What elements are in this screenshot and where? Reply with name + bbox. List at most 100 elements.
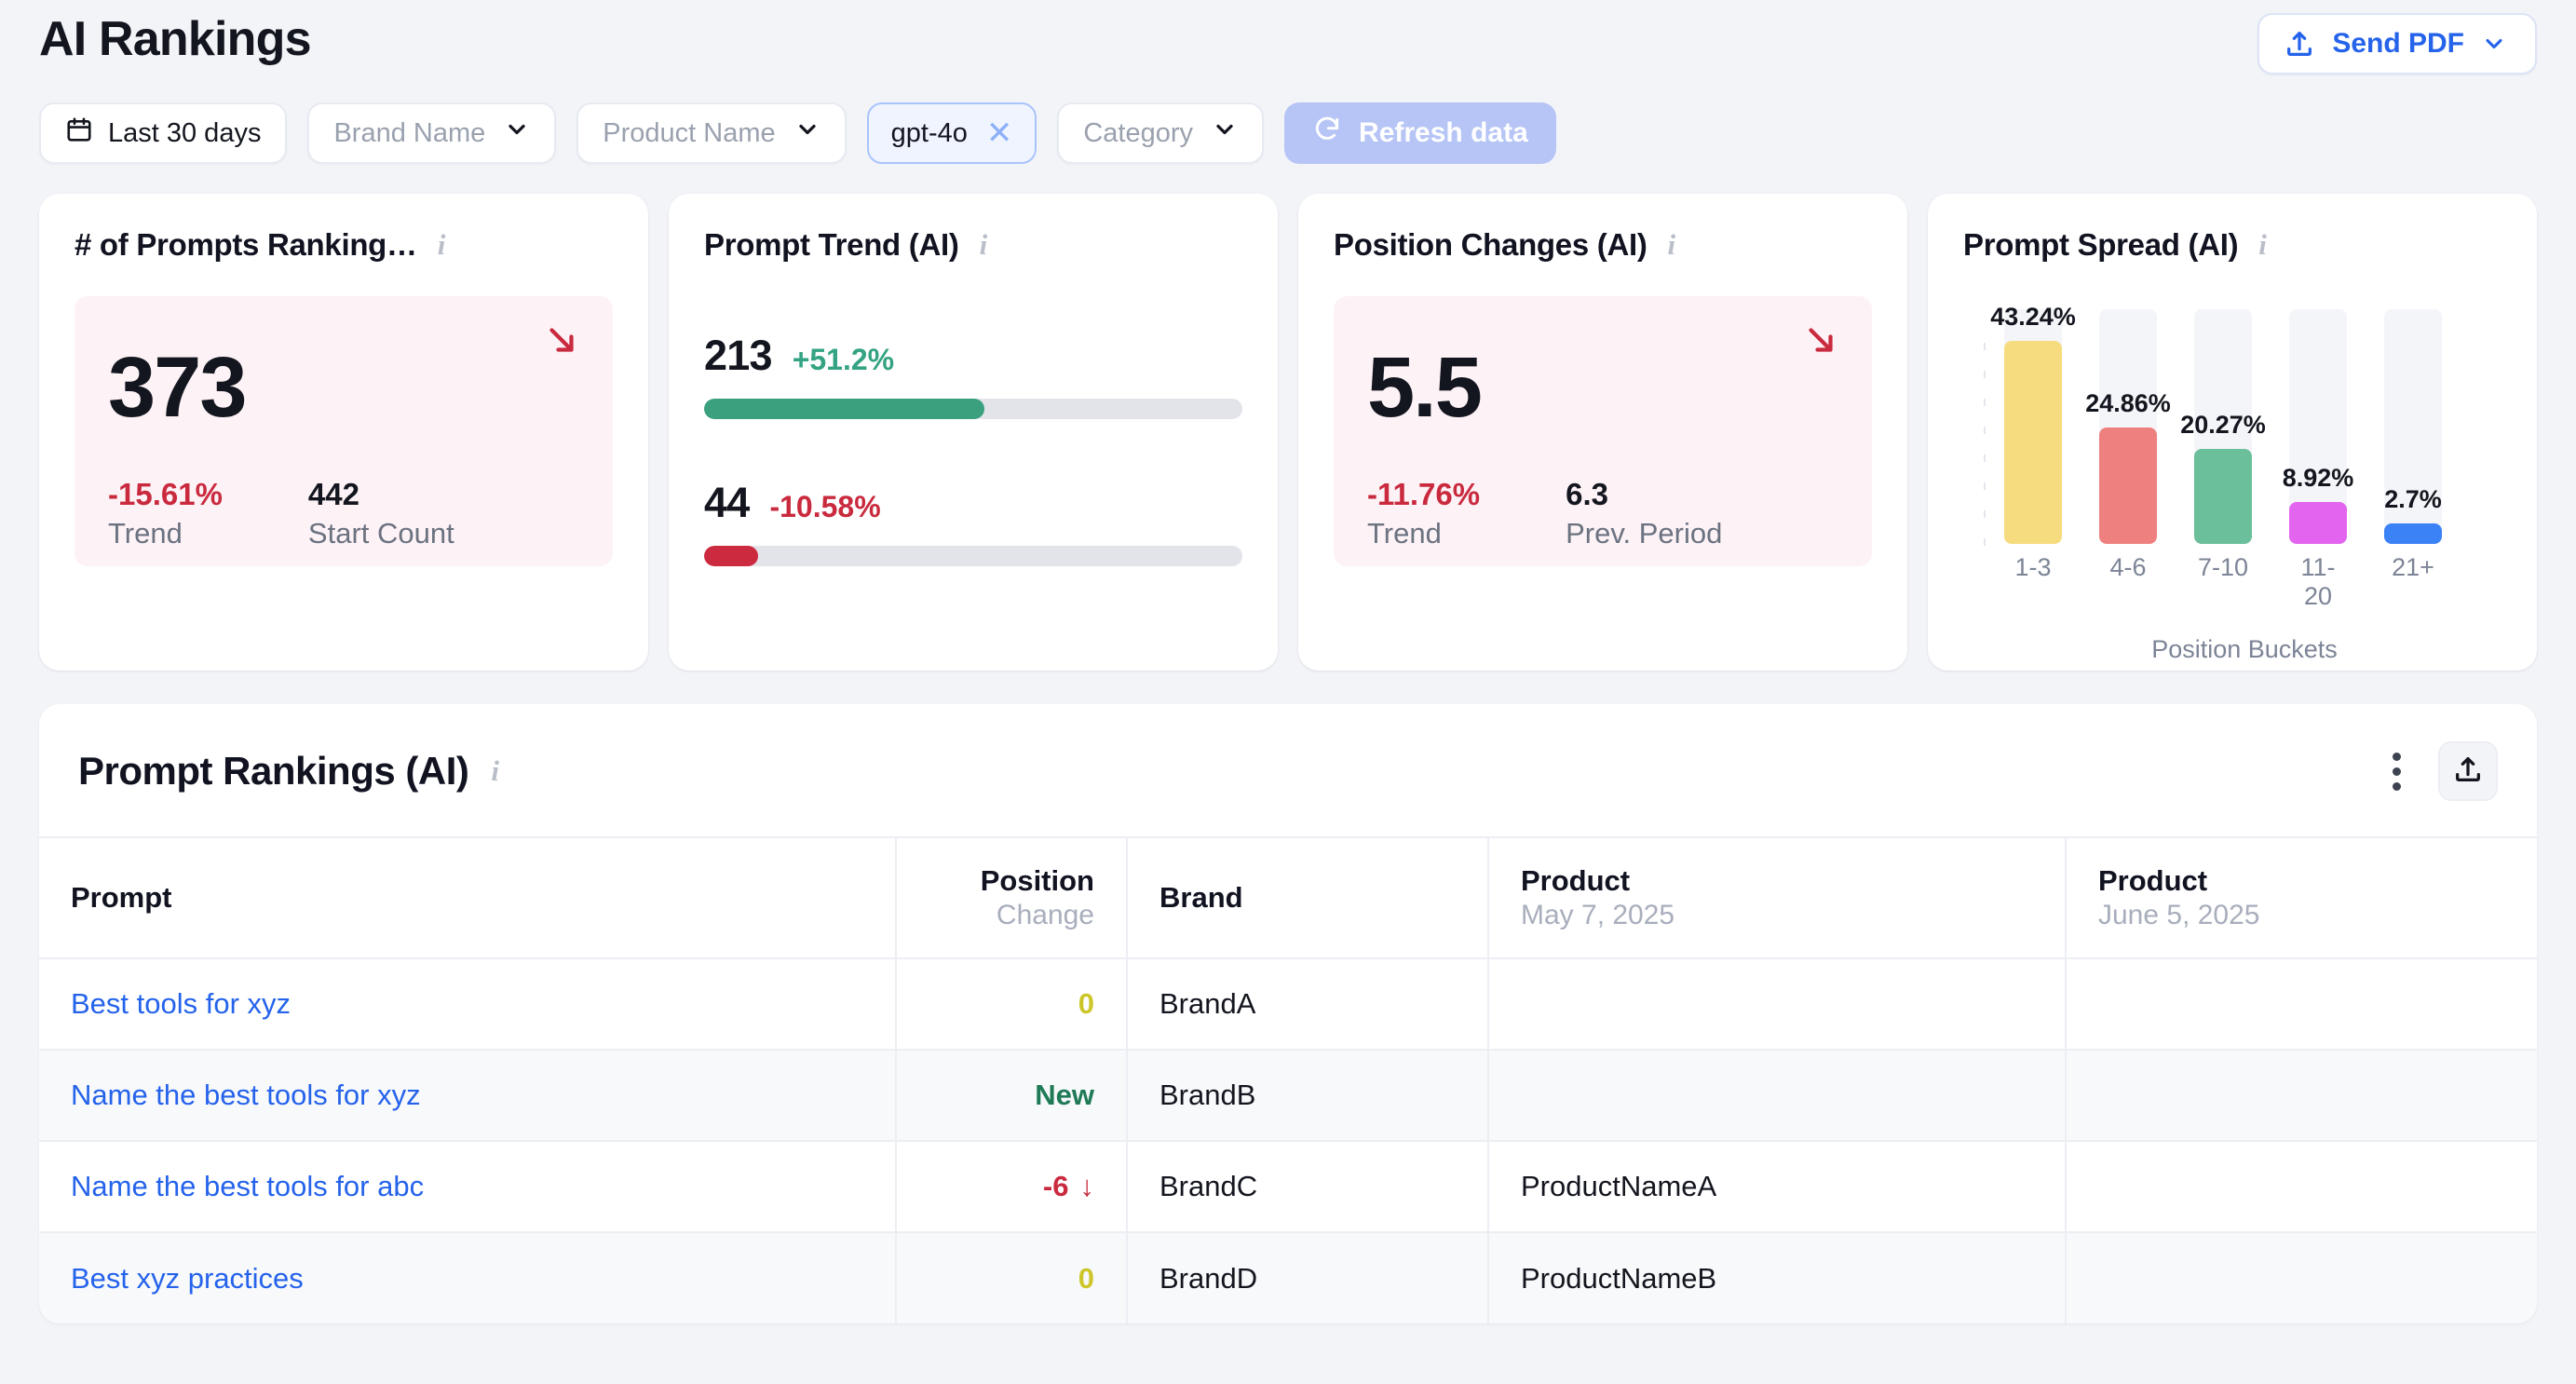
table-row: Best xyz practices 0 BrandD ProductNameB: [39, 1231, 2537, 1323]
change-value: New: [1035, 1079, 1094, 1111]
trend-value: 44: [704, 479, 750, 526]
col-brand[interactable]: Brand: [1127, 838, 1489, 958]
cell-product-1: [1488, 1049, 2067, 1141]
progress-bar-track: [704, 399, 1242, 419]
cell-product-2: [2066, 1140, 2537, 1232]
stat-secondary-value: 442: [307, 477, 359, 511]
bar-rect[interactable]: [2194, 449, 2252, 544]
cell-product-1: [1488, 957, 2067, 1050]
refresh-data-button[interactable]: Refresh data: [1284, 102, 1556, 164]
export-button[interactable]: [2438, 741, 2498, 801]
stat-trend: -15.61% Trend: [108, 475, 223, 550]
cell-brand: BrandD: [1127, 1231, 1489, 1323]
cell-brand: BrandA: [1127, 957, 1489, 1050]
bar-value-label: 43.24%: [1990, 303, 2076, 331]
page-title: AI Rankings: [39, 12, 312, 66]
card-prompt-spread: Prompt Spread (AI) i 43.24% 24.86% 20.27% 8…: [1928, 194, 2537, 671]
trend-row-2: 44 -10.58%: [704, 479, 1242, 566]
x-tick-label: 21+: [2392, 553, 2434, 581]
stat-secondary-label: Prev. Period: [1566, 517, 1723, 550]
prompt-link[interactable]: Name the best tools for abc: [71, 1170, 425, 1202]
bar-value-label: 20.27%: [2180, 411, 2266, 439]
change-value: -6 ↓: [1042, 1170, 1094, 1202]
bar-column[interactable]: 8.92%: [2283, 304, 2353, 544]
stat-value: 5.5: [1367, 340, 1483, 435]
arrow-down-right-icon: [542, 320, 581, 364]
info-icon[interactable]: i: [2258, 228, 2267, 261]
progress-bar-track: [704, 546, 1242, 566]
arrow-down-right-icon: [1801, 320, 1840, 364]
cell-position-change: 0: [896, 957, 1128, 1050]
bar-rect[interactable]: [2004, 341, 2062, 544]
bar-rect[interactable]: [2289, 502, 2347, 544]
send-pdf-button[interactable]: Send PDF: [2257, 13, 2537, 75]
cell-prompt: Name the best tools for xyz: [39, 1049, 897, 1141]
bar-column[interactable]: 20.27%: [2180, 304, 2266, 544]
info-icon[interactable]: i: [979, 228, 988, 261]
cell-brand: BrandB: [1127, 1049, 1489, 1141]
x-tick-label: 7-10: [2197, 553, 2249, 581]
category-filter[interactable]: Category: [1057, 102, 1265, 164]
stat-secondary-label: Start Count: [307, 517, 454, 550]
cell-prompt: Best xyz practices: [39, 1231, 897, 1323]
panel-title: Prompt Rankings (AI): [78, 749, 469, 793]
trend-percent: -10.58%: [769, 490, 881, 523]
info-icon[interactable]: i: [437, 228, 446, 261]
info-icon[interactable]: i: [491, 754, 499, 787]
card-title: Prompt Spread (AI): [1963, 227, 2239, 262]
close-icon[interactable]: ✕: [985, 115, 1013, 151]
bar-column[interactable]: 24.86%: [2085, 304, 2171, 544]
brand-name-filter[interactable]: Brand Name: [307, 102, 557, 164]
prompt-link[interactable]: Best xyz practices: [71, 1261, 304, 1295]
send-pdf-label: Send PDF: [2332, 28, 2464, 59]
prompt-spread-chart: 43.24% 24.86% 20.27% 8.92% 2.7% 1-3 4-6 7-10 11…: [1963, 303, 2501, 663]
stat-secondary: 442 Start Count: [308, 475, 454, 550]
x-tick-label: 11-20: [2300, 553, 2336, 610]
cell-product-2: [2066, 1231, 2537, 1323]
card-title: Position Changes (AI): [1334, 227, 1647, 262]
col-product-1[interactable]: Product May 7, 2025: [1488, 838, 2067, 958]
refresh-icon: [1312, 115, 1342, 152]
col-product-2[interactable]: Product June 5, 2025: [2098, 864, 2260, 930]
stat-secondary: 6.3 Prev. Period: [1566, 475, 1722, 550]
info-icon[interactable]: i: [1667, 228, 1676, 261]
bar-rect[interactable]: [2099, 427, 2157, 544]
card-title: Prompt Trend (AI): [704, 227, 959, 262]
cell-product-1: ProductNameB: [1488, 1231, 2067, 1323]
cell-position-change: New: [896, 1049, 1128, 1141]
product-name-filter[interactable]: Product Name: [576, 102, 847, 164]
stat-trend: -11.76% Trend: [1367, 475, 1480, 550]
cell-prompt: Name the best tools for abc: [39, 1140, 897, 1232]
more-options-icon[interactable]: [2387, 747, 2407, 796]
model-chip-label: gpt-4o: [890, 117, 968, 148]
progress-bar-fill: [704, 546, 758, 566]
prompt-link[interactable]: Name the best tools for xyz: [71, 1079, 421, 1111]
chevron-down-icon: [2481, 31, 2507, 57]
change-value: 0: [1078, 1261, 1094, 1295]
col-position-change[interactable]: Position Change: [896, 838, 1128, 958]
product-name-label: Product Name: [603, 117, 776, 148]
y-axis-ticks: [1984, 343, 1986, 546]
stat-trend-value: -11.76%: [1367, 477, 1481, 511]
stat-value: 373: [108, 340, 248, 435]
stat-trend-value: -15.61%: [108, 477, 223, 511]
bar-rect[interactable]: [2384, 523, 2442, 544]
model-filter-chip[interactable]: gpt-4o ✕: [866, 102, 1037, 164]
card-position-changes: Position Changes (AI) i 5.5 -11.76% Tren…: [1298, 194, 1907, 671]
bar-column[interactable]: 43.24%: [1990, 303, 2076, 544]
stat-trend-label: Trend: [1367, 517, 1442, 550]
bar-value-label: 8.92%: [2282, 464, 2354, 492]
col-prompt[interactable]: Prompt: [39, 838, 897, 958]
stat-box: 5.5 -11.76% Trend 6.3 Prev. Period: [1334, 296, 1872, 566]
date-range-label: Last 30 days: [108, 117, 262, 148]
chevron-down-icon: [1212, 116, 1238, 150]
x-axis-tick-labels: 1-3 4-6 7-10 11-20 21+: [1987, 553, 2501, 611]
x-tick-label: 4-6: [2109, 553, 2147, 581]
bar-column[interactable]: 2.7%: [2384, 304, 2442, 544]
date-range-filter[interactable]: Last 30 days: [39, 102, 288, 164]
card-title: # of Prompts Ranking…: [75, 227, 417, 262]
bar-series: 43.24% 24.86% 20.27% 8.92% 2.7%: [1987, 303, 2501, 544]
panel-header: Prompt Rankings (AI) i: [39, 704, 2537, 838]
prompt-link[interactable]: Best tools for xyz: [71, 987, 291, 1020]
bar-background: [2384, 309, 2442, 544]
